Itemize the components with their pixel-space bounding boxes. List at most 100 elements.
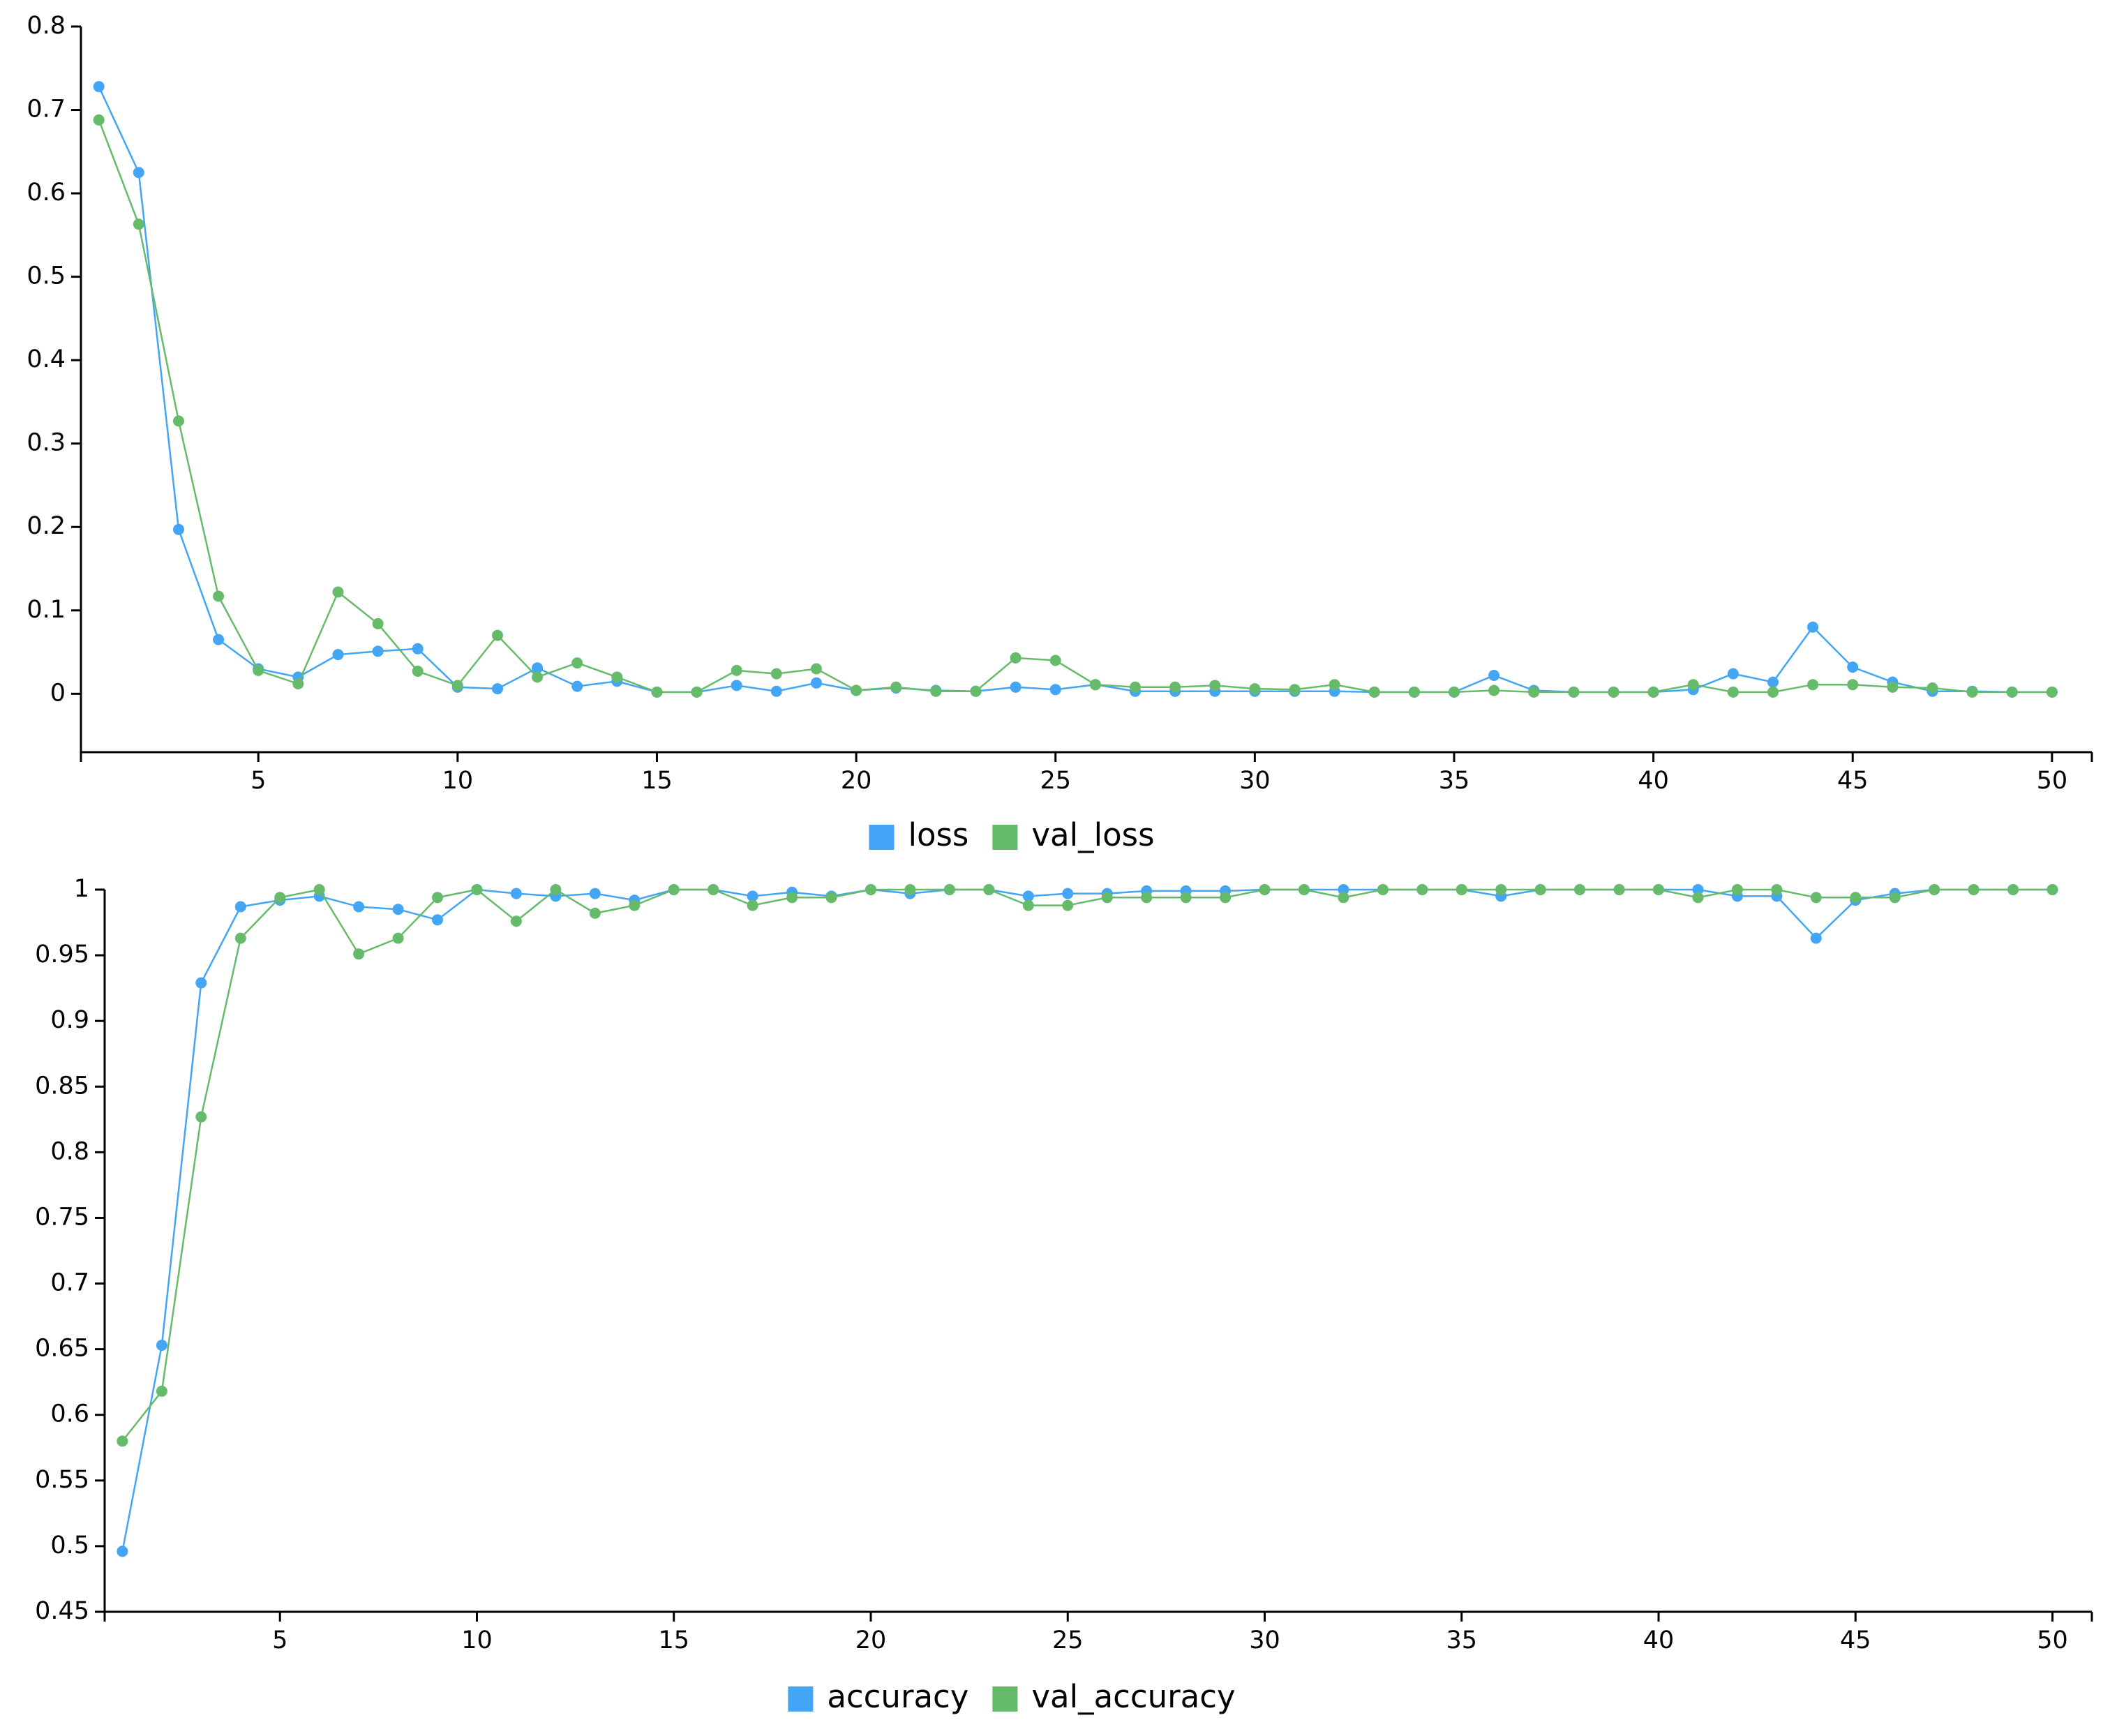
data-point-val_loss: [2046, 686, 2058, 698]
y-tick-label: 0.8: [50, 1137, 89, 1165]
data-point-loss: [213, 634, 225, 645]
data-point-val_accuracy: [1929, 884, 1940, 895]
data-point-accuracy: [1692, 884, 1704, 895]
series-line-loss: [98, 86, 2052, 694]
data-point-accuracy: [510, 888, 522, 899]
data-point-val_accuracy: [1968, 884, 1980, 895]
x-tick-label: 30: [1249, 1626, 1280, 1654]
data-point-val_accuracy: [1771, 884, 1783, 895]
data-point-val_loss: [1130, 681, 1141, 693]
data-point-val_loss: [770, 668, 782, 680]
data-point-val_accuracy: [1377, 884, 1389, 895]
data-point-val_accuracy: [1456, 884, 1467, 895]
data-point-val_accuracy: [392, 932, 404, 944]
y-tick-label: 0.2: [27, 512, 66, 540]
data-point-val_loss: [532, 671, 544, 683]
data-point-val_loss: [451, 680, 463, 691]
y-tick-label: 0.9: [50, 1006, 89, 1034]
y-tick-label: 0.8: [27, 12, 66, 40]
data-point-loss: [332, 649, 344, 661]
y-tick-label: 0.6: [27, 179, 66, 207]
data-point-val_loss: [1926, 682, 1938, 694]
data-point-val_accuracy: [747, 899, 758, 911]
data-point-val_loss: [1089, 679, 1101, 691]
data-point-val_accuracy: [1574, 884, 1586, 895]
data-point-loss: [133, 167, 144, 179]
series-line-accuracy: [121, 888, 2053, 1552]
y-tick-label: 0.65: [35, 1335, 89, 1363]
data-point-val_accuracy: [156, 1385, 167, 1397]
data-point-val_accuracy: [1259, 884, 1271, 895]
x-tick-label: 10: [442, 767, 474, 795]
data-point-val_accuracy: [1022, 899, 1034, 911]
y-tick-label: 0.45: [35, 1597, 89, 1625]
data-point-val_loss: [611, 671, 623, 683]
data-point-val_accuracy: [471, 884, 483, 895]
x-tick-label: 40: [1638, 767, 1669, 795]
data-point-val_loss: [1966, 686, 1978, 698]
data-point-val_loss: [1010, 652, 1022, 664]
data-point-val_accuracy: [1850, 892, 1862, 904]
x-tick-label: 5: [272, 1626, 287, 1654]
data-point-val_accuracy: [313, 884, 325, 895]
data-point-val_accuracy: [904, 884, 916, 895]
data-point-accuracy: [392, 904, 404, 915]
x-tick-label: 25: [1052, 1626, 1084, 1654]
series-line-val_loss: [98, 119, 2052, 694]
data-point-val_accuracy: [1338, 892, 1349, 904]
data-point-val_loss: [412, 666, 424, 677]
data-point-val_loss: [1647, 686, 1659, 698]
data-point-val_accuracy: [274, 892, 286, 904]
data-point-val_loss: [1608, 686, 1619, 698]
data-point-val_accuracy: [353, 948, 365, 960]
x-tick-label: 10: [461, 1626, 493, 1654]
data-point-val_accuracy: [1692, 892, 1704, 904]
data-point-loss: [1767, 676, 1779, 688]
data-point-val_loss: [1449, 686, 1460, 698]
data-point-val_accuracy: [1495, 884, 1507, 895]
data-point-val_loss: [253, 664, 264, 676]
y-tick-label: 0.7: [27, 96, 66, 124]
x-tick-label: 35: [1439, 767, 1470, 795]
y-tick-label: 0.6: [50, 1400, 89, 1428]
data-point-accuracy: [353, 901, 365, 913]
data-point-val_accuracy: [2047, 884, 2058, 895]
data-point-accuracy: [195, 977, 207, 989]
data-point-val_loss: [213, 590, 225, 602]
data-point-loss: [731, 680, 742, 691]
data-point-val_loss: [970, 685, 982, 697]
data-point-val_accuracy: [708, 884, 719, 895]
data-point-val_loss: [1049, 654, 1061, 666]
data-point-val_accuracy: [825, 892, 837, 904]
x-tick-label: 50: [2037, 1626, 2068, 1654]
data-point-val_loss: [93, 114, 105, 126]
data-point-val_accuracy: [1220, 892, 1232, 904]
data-point-val_accuracy: [1534, 884, 1546, 895]
legend-swatch-val_loss: [992, 825, 1018, 850]
data-point-val_accuracy: [432, 892, 443, 904]
data-point-val_accuracy: [1810, 892, 1822, 904]
x-tick-label: 25: [1040, 767, 1071, 795]
data-point-val_loss: [332, 586, 344, 598]
data-point-val_accuracy: [195, 1111, 207, 1123]
y-tick-label: 0.5: [27, 262, 66, 290]
data-point-val_accuracy: [510, 915, 522, 927]
data-point-loss: [372, 645, 384, 657]
data-point-val_accuracy: [786, 892, 798, 904]
data-point-loss: [93, 81, 105, 93]
data-point-val_accuracy: [1180, 892, 1192, 904]
data-point-loss: [1847, 661, 1859, 673]
data-point-val_loss: [1687, 679, 1699, 691]
data-point-loss: [1807, 621, 1819, 633]
data-point-val_loss: [811, 663, 822, 675]
y-tick-label: 0.4: [27, 345, 66, 373]
y-tick-label: 0.7: [50, 1269, 89, 1297]
data-point-val_accuracy: [1889, 892, 1901, 904]
data-point-val_loss: [2006, 686, 2018, 698]
data-point-accuracy: [747, 890, 758, 902]
data-point-val_loss: [1249, 683, 1261, 695]
data-point-val_loss: [1727, 686, 1739, 698]
data-point-val_loss: [1528, 686, 1540, 698]
data-point-val_loss: [571, 657, 583, 669]
